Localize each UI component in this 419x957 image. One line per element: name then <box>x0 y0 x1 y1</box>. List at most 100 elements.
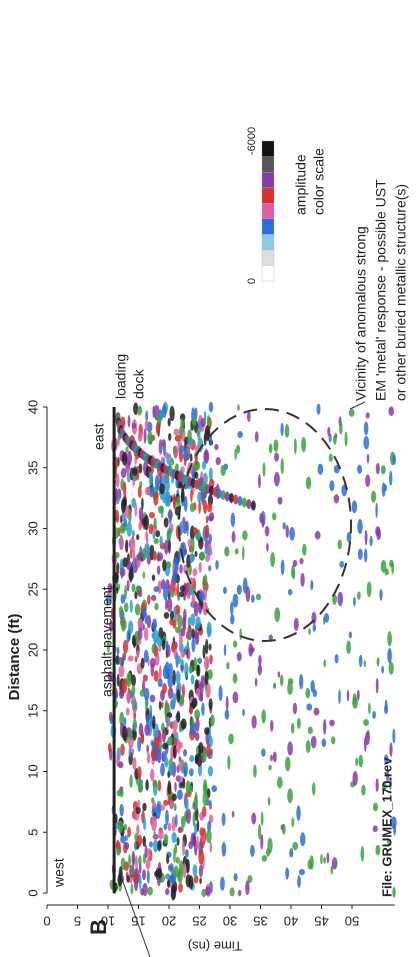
reflector <box>199 827 204 837</box>
reflector <box>173 495 175 507</box>
reflector <box>191 628 195 638</box>
reflector <box>199 878 202 884</box>
reflector <box>119 537 124 550</box>
reflector <box>371 491 376 503</box>
reflector <box>198 742 203 754</box>
reflector <box>376 778 379 792</box>
reflector <box>312 782 315 795</box>
reflector <box>120 789 124 798</box>
reflector <box>152 618 157 630</box>
figure-svg: B Distance (ft) Time (ns) File: GRUMEX_1… <box>0 0 419 957</box>
reflector <box>293 560 297 567</box>
reflector <box>191 833 195 846</box>
reflector <box>188 786 193 793</box>
reflector <box>132 854 134 867</box>
reflector <box>116 842 121 849</box>
reflector <box>323 857 326 864</box>
reflector <box>156 803 161 819</box>
reflector <box>222 813 226 826</box>
scale-title: amplitude <box>293 154 309 215</box>
reflector <box>146 537 149 543</box>
reflector <box>192 802 194 810</box>
reflector <box>234 449 237 460</box>
reflector <box>144 627 148 641</box>
reflector <box>167 529 171 540</box>
reflector <box>372 711 376 719</box>
reflector <box>177 614 182 628</box>
reflector <box>133 637 136 649</box>
reflector <box>145 420 149 430</box>
reflector <box>227 755 230 769</box>
reflector <box>301 437 306 452</box>
reflector <box>162 639 165 651</box>
reflector <box>149 512 155 518</box>
reflector <box>379 589 382 601</box>
reflector <box>190 503 195 512</box>
reflector <box>335 654 339 663</box>
reflector <box>203 500 207 514</box>
reflector <box>204 656 209 670</box>
reflector <box>163 441 166 456</box>
scale-swatch <box>262 250 274 266</box>
reflector <box>163 824 167 830</box>
reflector <box>381 666 384 674</box>
reflector <box>205 886 211 895</box>
reflector <box>361 785 365 796</box>
reflector <box>146 745 149 754</box>
reflector <box>128 746 131 757</box>
reflector <box>118 761 124 768</box>
reflector <box>358 549 363 560</box>
reflector <box>180 665 183 671</box>
reflector <box>159 439 163 454</box>
reflector <box>207 503 212 513</box>
reflector <box>274 607 280 622</box>
reflector <box>237 652 242 662</box>
reflector <box>165 810 169 826</box>
scale-swatch <box>262 203 274 219</box>
reflector <box>261 812 264 826</box>
reflector <box>157 552 163 561</box>
reflector <box>124 842 129 850</box>
reflector <box>375 503 377 518</box>
reflector <box>153 491 158 505</box>
reflector <box>269 443 273 453</box>
reflector <box>147 431 152 444</box>
reflector <box>305 688 310 699</box>
reflector <box>130 600 133 613</box>
reflector <box>155 724 159 738</box>
reflector <box>144 688 150 701</box>
reflector <box>255 431 259 442</box>
reflector <box>150 658 156 668</box>
reflector <box>171 458 174 465</box>
reflector <box>238 890 242 896</box>
reflector <box>353 597 356 607</box>
reflector <box>199 864 203 877</box>
reflector <box>230 614 234 625</box>
reflector <box>139 723 144 736</box>
reflector <box>195 792 198 807</box>
reflector <box>185 797 189 811</box>
reflector <box>233 640 237 647</box>
reflector <box>255 678 258 687</box>
scale-swatch <box>262 172 274 188</box>
reflector <box>389 742 392 756</box>
reflector <box>119 657 124 665</box>
reflector <box>339 561 344 568</box>
reflector <box>167 561 171 568</box>
reflector <box>205 554 210 562</box>
reflector <box>152 779 157 787</box>
reflector <box>357 519 362 534</box>
reflector <box>299 869 305 875</box>
reflector <box>181 816 186 828</box>
reflector <box>197 658 202 664</box>
reflector <box>123 482 126 498</box>
reflector <box>332 857 338 869</box>
reflector <box>194 472 198 479</box>
reflector <box>173 569 178 585</box>
reflector <box>203 749 207 762</box>
reflector <box>167 674 173 688</box>
reflector <box>280 674 283 686</box>
reflector <box>202 806 206 817</box>
reflector <box>144 724 150 736</box>
reflector <box>123 640 128 654</box>
